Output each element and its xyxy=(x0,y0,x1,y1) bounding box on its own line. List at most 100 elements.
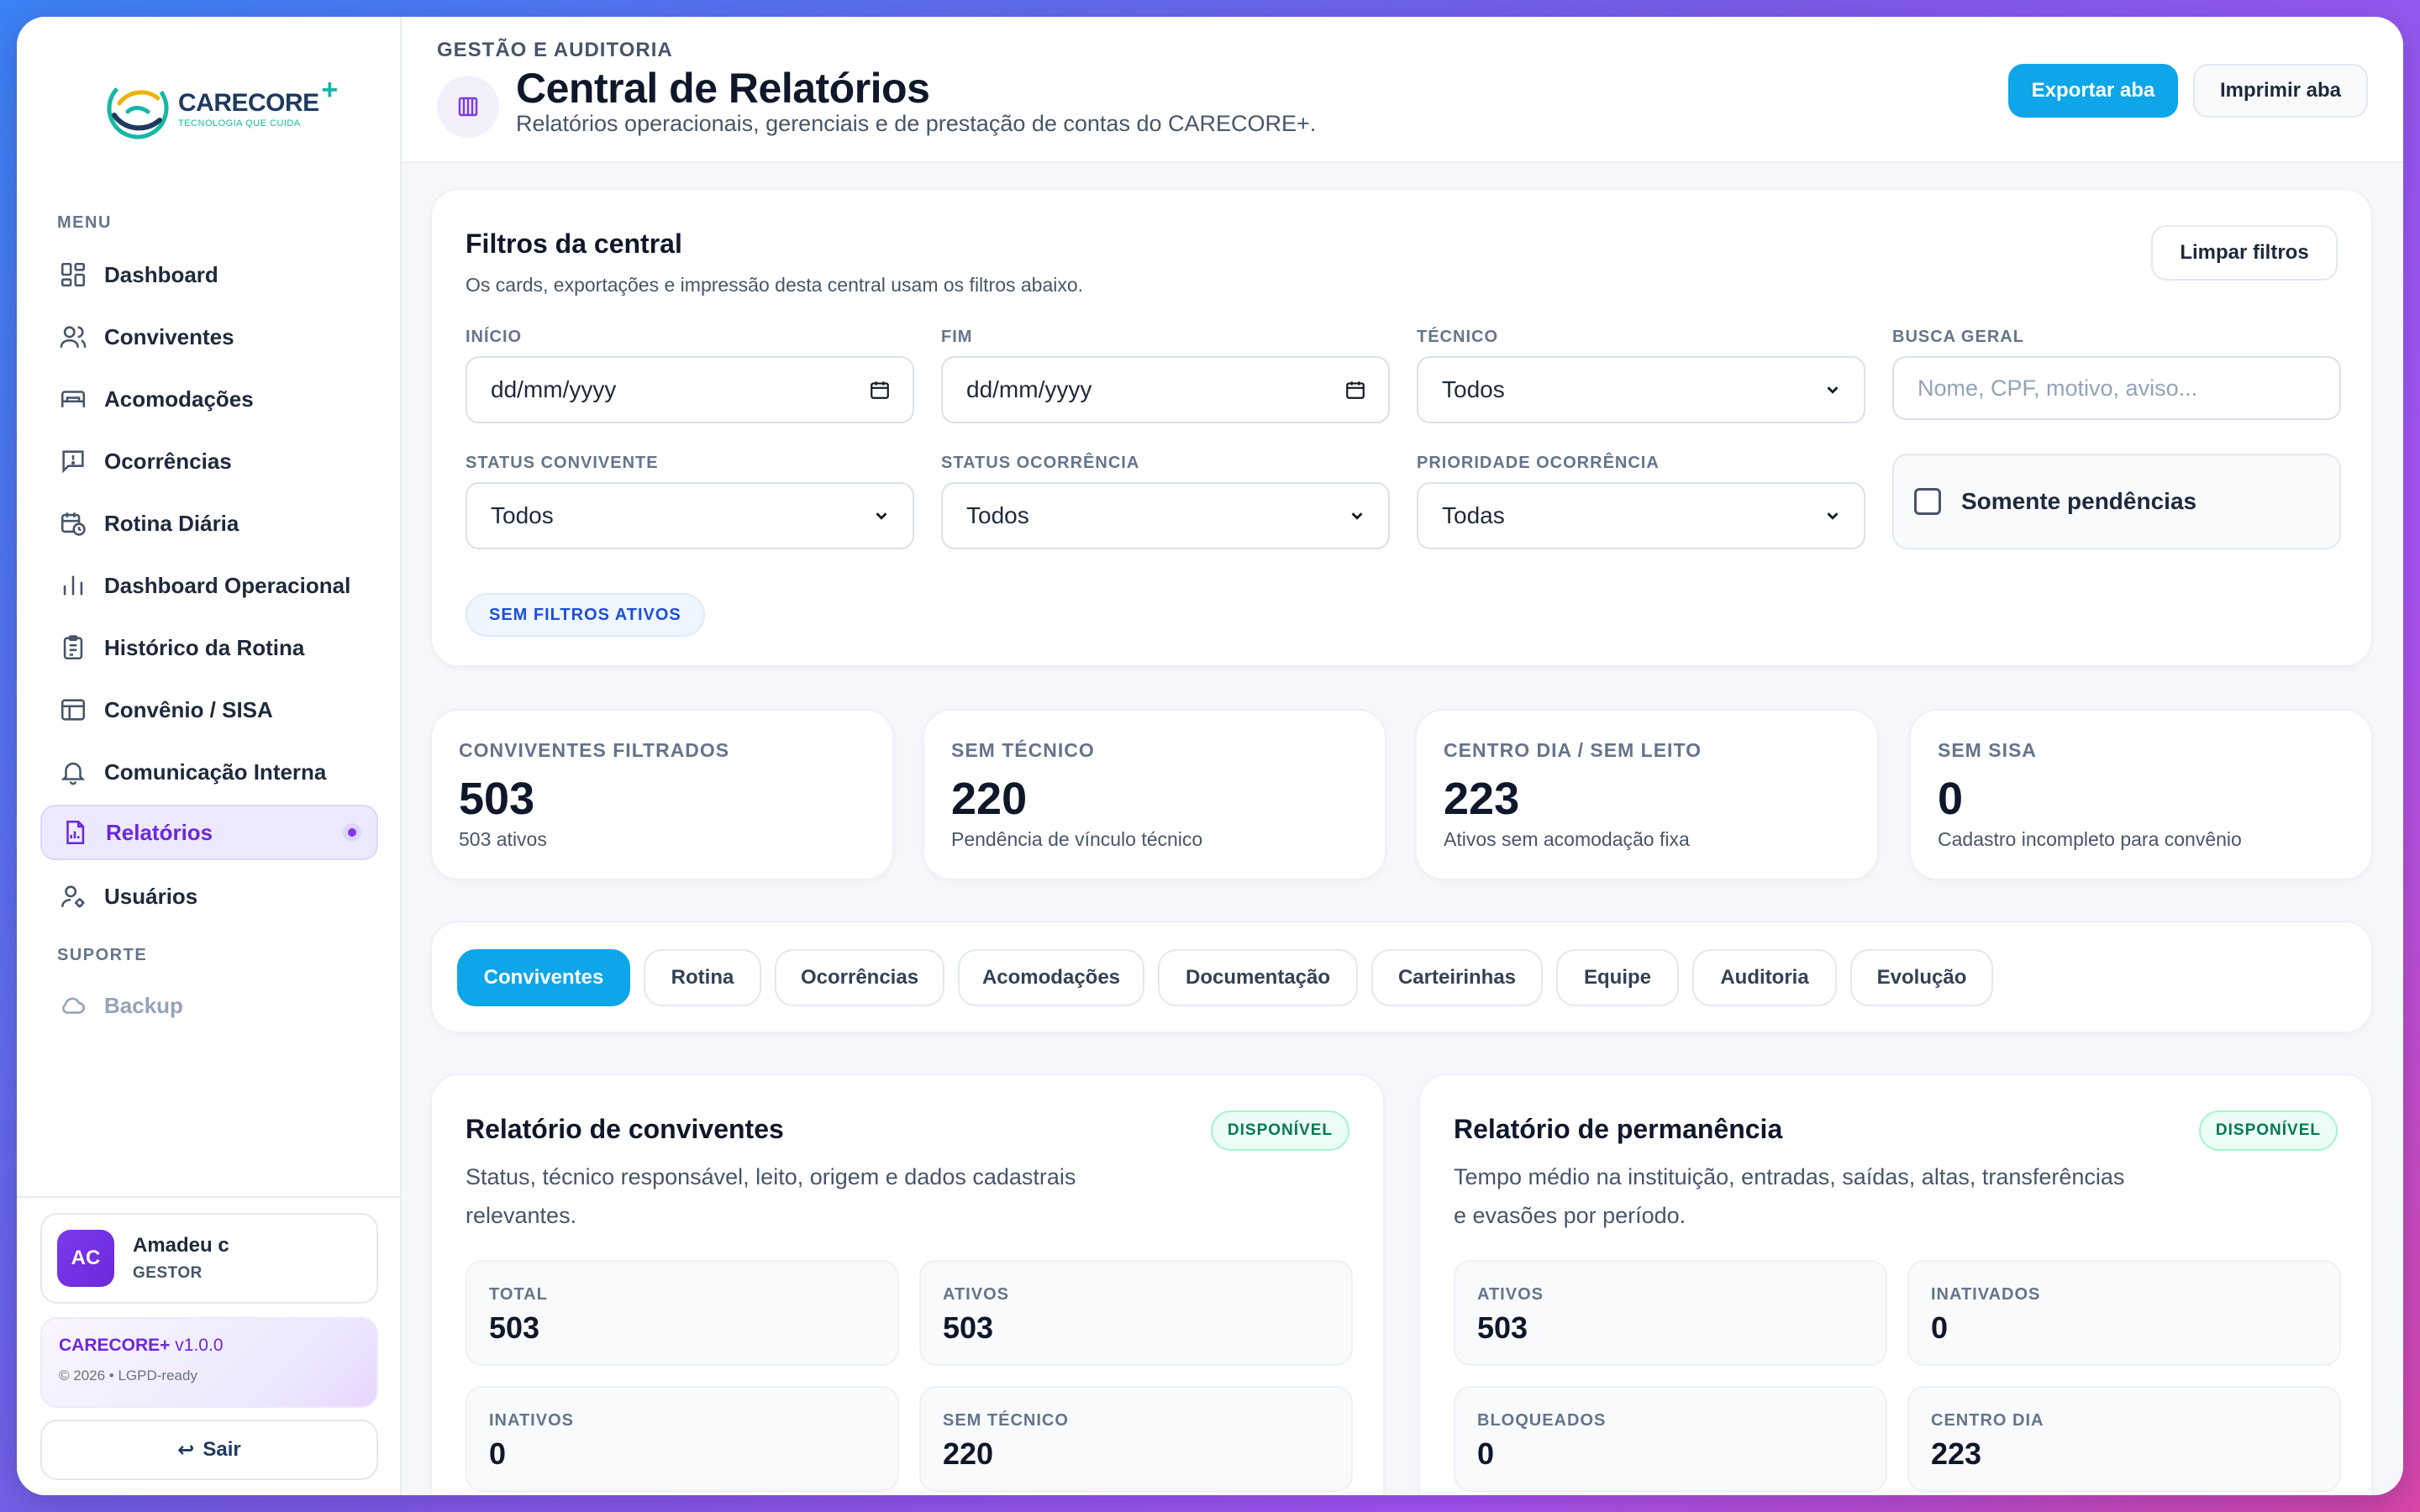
tab-auditoria[interactable]: Auditoria xyxy=(1692,949,1837,1006)
sidebar-item-dashboard-operacional[interactable]: Dashboard Operacional xyxy=(40,558,378,613)
return-arrow-icon: ↩ xyxy=(177,1438,195,1462)
metric-card: INATIVADOS 0 xyxy=(1907,1260,2341,1366)
tab-rotina[interactable]: Rotina xyxy=(644,949,761,1006)
search-placeholder: Nome, CPF, motivo, aviso... xyxy=(1918,375,2198,401)
metric-label: BLOQUEADOS xyxy=(1477,1411,1607,1430)
sidebar-item-historico-rotina[interactable]: Histórico da Rotina xyxy=(40,620,378,675)
menu-section-label: MENU xyxy=(57,213,112,232)
print-tab-button[interactable]: Imprimir aba xyxy=(2193,64,2368,118)
report-columns-icon xyxy=(437,76,499,138)
occurrence-status-value: Todos xyxy=(966,502,1029,528)
convivente-status-select[interactable]: Todos xyxy=(466,482,914,549)
end-date-input[interactable]: dd/mm/yyyy xyxy=(941,356,1390,423)
start-date-value: dd/mm/yyyy xyxy=(491,376,617,402)
sidebar-item-dashboard[interactable]: Dashboard xyxy=(40,247,378,302)
tab-acomodacoes[interactable]: Acomodações xyxy=(958,949,1144,1006)
metric-value: 220 xyxy=(943,1436,994,1471)
tab-documentacao[interactable]: Documentação xyxy=(1158,949,1358,1006)
metric-value: 223 xyxy=(1931,1436,1982,1471)
dashboard-icon xyxy=(60,262,86,287)
stat-value: 220 xyxy=(951,774,1028,824)
app-window: CARECORE + TECNOLOGIA QUE CUIDA MENU Dash… xyxy=(17,17,2403,1495)
sidebar-item-ocorrencias[interactable]: Ocorrências xyxy=(40,433,378,489)
sidebar-item-backup[interactable]: Backup xyxy=(40,978,378,1033)
tab-evolucao[interactable]: Evolução xyxy=(1850,949,1993,1006)
clipboard-icon xyxy=(63,635,83,660)
start-date-input[interactable]: dd/mm/yyyy xyxy=(466,356,914,423)
sidebar-item-acomodacoes[interactable]: Acomodações xyxy=(40,371,378,427)
occurrence-status-select[interactable]: Todos xyxy=(941,482,1390,549)
alert-message-icon xyxy=(62,450,84,474)
report-description: Tempo médio na instituição, entradas, sa… xyxy=(1454,1164,2125,1228)
sidebar-item-rotina-diaria[interactable]: Rotina Diária xyxy=(40,496,378,551)
chevron-down-icon xyxy=(1827,386,1839,394)
user-card[interactable]: AC Amadeu c GESTOR xyxy=(40,1213,378,1304)
stat-subtext: Ativos sem acomodação fixa xyxy=(1444,828,1690,850)
occurrence-priority-select[interactable]: Todas xyxy=(1417,482,1865,549)
stat-subtext: Pendência de vínculo técnico xyxy=(951,828,1203,850)
report-card-permanencia: Relatório de permanência DISPONÍVEL Temp… xyxy=(1418,1074,2373,1495)
tab-carteirinhas[interactable]: Carteirinhas xyxy=(1371,949,1543,1006)
stat-value: 0 xyxy=(1938,774,1964,824)
brand-logo[interactable]: CARECORE + TECNOLOGIA QUE CUIDA xyxy=(103,62,338,155)
metric-value: 503 xyxy=(943,1310,994,1345)
sidebar-item-comunicacao-interna[interactable]: Comunicação Interna xyxy=(40,744,378,800)
users-icon xyxy=(60,326,87,348)
user-role: GESTOR xyxy=(133,1264,203,1282)
stat-subtext: 503 ativos xyxy=(459,828,547,850)
report-tabs: Conviventes Rotina Ocorrências Acomodaçõ… xyxy=(430,921,2373,1033)
metric-value: 503 xyxy=(1477,1310,1528,1345)
search-input[interactable]: Nome, CPF, motivo, aviso... xyxy=(1892,356,2341,420)
stat-label: CENTRO DIA / SEM LEITO xyxy=(1444,739,1702,761)
sidebar-divider xyxy=(17,1196,402,1198)
product-name: CARECORE+ xyxy=(59,1336,171,1355)
sidebar-item-label: Usuários xyxy=(104,883,198,909)
chevron-down-icon xyxy=(1827,512,1839,520)
stat-label: SEM TÉCNICO xyxy=(951,739,1095,761)
export-tab-button[interactable]: Exportar aba xyxy=(2008,64,2178,118)
calendar-clock-icon xyxy=(60,512,86,536)
brand-tagline: TECNOLOGIA QUE CUIDA xyxy=(178,118,301,129)
chevron-down-icon xyxy=(1351,512,1363,520)
calendar-icon xyxy=(871,381,889,399)
logout-label: Sair xyxy=(203,1438,241,1461)
pending-only-checkbox[interactable] xyxy=(1914,488,1941,515)
bar-chart-icon xyxy=(63,575,83,596)
clear-filters-button[interactable]: Limpar filtros xyxy=(2151,225,2338,281)
brand-plus: + xyxy=(321,73,338,106)
metric-value: 0 xyxy=(1477,1436,1495,1471)
sidebar-item-label: Dashboard xyxy=(104,261,218,287)
stat-label: SEM SISA xyxy=(1938,739,2037,761)
sidebar-item-label: Rotina Diária xyxy=(104,510,239,536)
metric-card: ATIVOS 503 xyxy=(1454,1260,1887,1366)
sidebar-item-usuarios[interactable]: Usuários xyxy=(40,869,378,924)
stat-card-conviventes-filtrados: CONVIVENTES FILTRADOS 503 503 ativos xyxy=(430,709,894,880)
sidebar-item-conviventes[interactable]: Conviventes xyxy=(40,309,378,365)
technician-value: Todos xyxy=(1442,376,1505,402)
sidebar-item-label: Backup xyxy=(104,992,183,1018)
stat-card-sem-sisa: SEM SISA 0 Cadastro incompleto para conv… xyxy=(1909,709,2373,880)
copyright-text: © 2026 • LGPD-ready xyxy=(59,1368,197,1383)
user-cog-icon xyxy=(60,885,85,908)
pending-only-toggle[interactable]: Somente pendências xyxy=(1892,454,2341,549)
tab-equipe[interactable]: Equipe xyxy=(1556,949,1679,1006)
stat-value: 503 xyxy=(459,774,535,824)
sidebar-item-relatorios[interactable]: Relatórios xyxy=(40,805,378,860)
metric-card: SEM TÉCNICO 220 xyxy=(919,1386,1353,1492)
tab-conviventes[interactable]: Conviventes xyxy=(457,949,630,1006)
metric-value: 0 xyxy=(489,1436,507,1471)
metric-card: ATIVOS 503 xyxy=(919,1260,1353,1366)
technician-select[interactable]: Todos xyxy=(1417,356,1865,423)
report-card-conviventes: Relatório de conviventes DISPONÍVEL Stat… xyxy=(430,1074,1385,1495)
tab-ocorrencias[interactable]: Ocorrências xyxy=(775,949,944,1006)
metric-card: BLOQUEADOS 0 xyxy=(1454,1386,1887,1492)
metric-value: 503 xyxy=(489,1310,540,1345)
end-date-label: FIM xyxy=(941,328,973,346)
stat-value: 223 xyxy=(1444,774,1520,824)
page-title: Central de Relatórios xyxy=(516,65,930,112)
report-title: Relatório de conviventes xyxy=(466,1114,784,1144)
cloud-icon xyxy=(62,997,85,1014)
sidebar-item-convenio-sisa[interactable]: Convênio / SISA xyxy=(40,682,378,738)
logout-button[interactable]: ↩ Sair xyxy=(40,1420,378,1480)
status-badge: DISPONÍVEL xyxy=(1210,1110,1349,1151)
